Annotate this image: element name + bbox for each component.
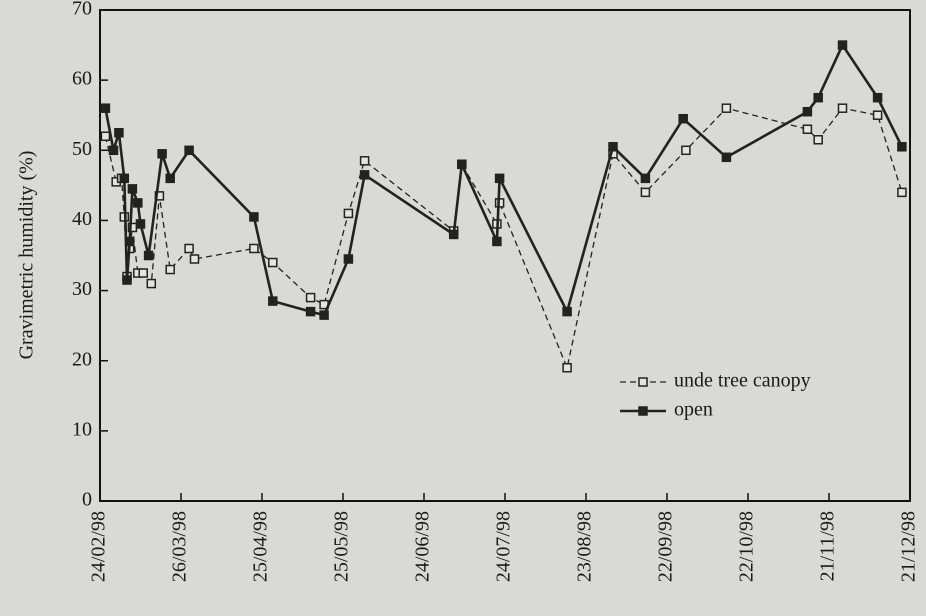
marker	[562, 362, 572, 373]
marker	[897, 142, 907, 152]
marker	[249, 243, 259, 254]
marker	[114, 128, 124, 138]
x-tick-label: 25/05/98	[331, 511, 353, 582]
y-tick-label: 50	[72, 138, 92, 160]
legend-marker	[638, 377, 648, 387]
marker	[157, 149, 167, 159]
marker	[837, 103, 848, 113]
marker	[678, 113, 688, 124]
marker	[802, 106, 813, 117]
marker	[872, 110, 883, 120]
marker	[108, 145, 119, 156]
x-tick-label: 26/03/98	[169, 511, 191, 582]
marker	[249, 212, 259, 222]
marker	[494, 173, 505, 184]
y-tick-label: 20	[72, 348, 92, 370]
marker	[681, 145, 691, 156]
y-tick-label: 30	[72, 278, 92, 300]
marker	[305, 292, 316, 303]
y-tick-label: 70	[72, 0, 92, 20]
marker	[268, 296, 278, 306]
marker	[146, 278, 157, 289]
marker	[721, 152, 732, 163]
marker	[457, 159, 467, 170]
legend-label: unde tree canopy	[674, 370, 811, 392]
marker	[268, 257, 278, 268]
marker	[138, 268, 148, 278]
marker	[640, 173, 651, 184]
marker	[100, 103, 111, 113]
marker	[343, 208, 354, 219]
marker	[640, 187, 651, 198]
marker	[143, 250, 154, 261]
marker	[608, 142, 618, 152]
marker	[813, 92, 823, 103]
x-tick-label: 25/04/98	[250, 511, 272, 582]
marker	[343, 254, 354, 264]
x-tick-label: 24/07/98	[493, 511, 515, 582]
legend-label: open	[674, 399, 713, 421]
plot-frame	[99, 9, 911, 502]
marker	[359, 156, 370, 166]
marker	[897, 187, 907, 198]
marker	[122, 275, 132, 285]
marker	[802, 124, 813, 134]
x-tick-label: 22/10/98	[736, 511, 758, 582]
series-line	[104, 107, 903, 370]
marker	[127, 184, 138, 194]
marker	[562, 306, 572, 317]
legend-marker	[638, 406, 648, 416]
y-tick-label: 0	[82, 489, 92, 511]
marker	[119, 173, 130, 184]
marker	[184, 243, 194, 254]
marker	[133, 198, 143, 208]
marker	[100, 131, 111, 142]
marker	[135, 219, 146, 229]
x-tick-label: 23/08/98	[574, 511, 596, 582]
y-tick-label: 40	[72, 208, 92, 230]
x-tick-label: 21/12/98	[898, 511, 920, 582]
marker	[837, 40, 848, 50]
marker	[184, 145, 194, 156]
marker	[189, 254, 200, 264]
marker	[721, 103, 732, 113]
marker	[813, 135, 823, 145]
marker	[359, 170, 370, 180]
marker	[124, 236, 135, 247]
marker	[165, 264, 175, 275]
x-tick-label: 24/06/98	[412, 511, 434, 582]
marker	[872, 92, 883, 103]
x-tick-label: 22/09/98	[655, 511, 677, 582]
marker	[319, 310, 329, 320]
y-axis-label: Gravimetric humidity (%)	[16, 151, 38, 360]
y-tick-label: 60	[72, 68, 92, 90]
marker	[448, 229, 459, 240]
x-tick-label: 24/02/98	[88, 511, 110, 582]
marker	[165, 173, 175, 184]
marker	[492, 236, 502, 247]
y-tick-label: 10	[72, 418, 92, 440]
marker	[305, 306, 316, 317]
x-tick-label: 21/11/98	[817, 511, 839, 581]
